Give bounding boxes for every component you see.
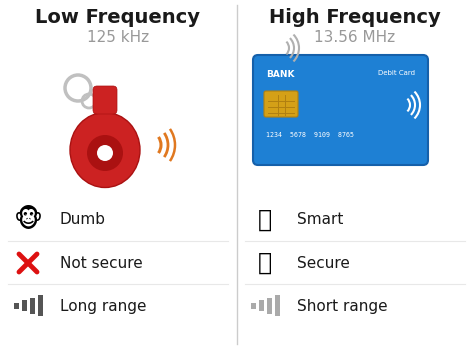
Circle shape: [97, 145, 113, 161]
Bar: [251, 303, 256, 309]
Bar: [259, 300, 264, 311]
Ellipse shape: [70, 112, 140, 187]
Text: 🐵: 🐵: [14, 208, 43, 232]
FancyBboxPatch shape: [253, 55, 428, 165]
Bar: [275, 295, 280, 316]
Text: High Frequency: High Frequency: [269, 8, 441, 27]
Bar: [38, 295, 43, 316]
Text: 🔒: 🔒: [258, 251, 272, 275]
Text: 125 kHz: 125 kHz: [87, 30, 149, 45]
Bar: [22, 300, 27, 311]
Text: 📡: 📡: [258, 208, 272, 232]
FancyBboxPatch shape: [93, 86, 117, 114]
Text: Dumb: Dumb: [60, 213, 106, 228]
Text: Short range: Short range: [297, 298, 388, 313]
Text: BANK: BANK: [266, 70, 294, 79]
Text: Secure: Secure: [297, 255, 350, 270]
Text: Smart: Smart: [297, 213, 343, 228]
Text: Not secure: Not secure: [60, 255, 143, 270]
Text: Debit Card: Debit Card: [378, 70, 415, 76]
Text: 13.56 MHz: 13.56 MHz: [314, 30, 396, 45]
Bar: [30, 298, 35, 314]
Text: Low Frequency: Low Frequency: [36, 8, 201, 27]
Text: Long range: Long range: [60, 298, 146, 313]
Bar: [267, 298, 272, 314]
Text: 1234  5678  9109  8765: 1234 5678 9109 8765: [266, 132, 354, 138]
FancyBboxPatch shape: [264, 91, 298, 117]
Bar: [14, 303, 19, 309]
Circle shape: [87, 135, 123, 171]
